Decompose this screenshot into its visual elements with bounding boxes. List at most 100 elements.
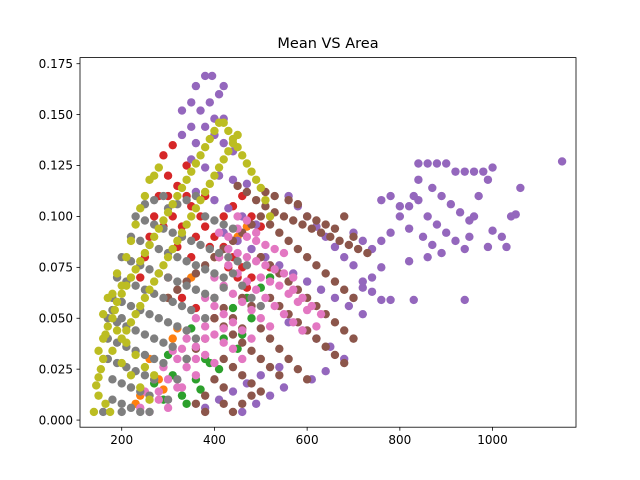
data-point xyxy=(154,163,163,172)
data-point xyxy=(163,252,173,262)
data-point xyxy=(340,252,349,262)
data-point xyxy=(210,375,219,384)
data-point xyxy=(117,358,126,368)
data-point xyxy=(256,324,265,333)
data-point xyxy=(275,228,284,237)
data-point xyxy=(265,277,275,286)
data-point xyxy=(131,265,140,274)
data-point xyxy=(228,318,238,327)
data-point xyxy=(270,191,279,201)
data-point xyxy=(219,309,228,319)
data-point xyxy=(112,269,122,278)
data-point xyxy=(200,163,210,172)
data-point xyxy=(284,236,293,246)
data-point xyxy=(145,265,154,274)
data-point xyxy=(136,257,145,266)
data-point xyxy=(307,224,316,233)
data-point xyxy=(386,295,395,305)
data-point xyxy=(330,242,340,252)
data-point xyxy=(265,391,275,400)
data-point xyxy=(451,236,460,246)
data-point xyxy=(117,407,126,417)
data-point xyxy=(131,281,140,290)
data-point xyxy=(89,407,99,417)
data-point xyxy=(261,261,270,270)
x-tick-label: 200 xyxy=(110,433,133,447)
data-point xyxy=(168,244,177,254)
data-point xyxy=(214,228,224,237)
data-point xyxy=(149,195,159,205)
data-point xyxy=(149,334,159,343)
data-point xyxy=(196,240,205,250)
data-point xyxy=(312,322,321,331)
data-point xyxy=(219,399,228,408)
data-point xyxy=(92,381,101,390)
data-point xyxy=(140,216,150,225)
data-point xyxy=(228,344,238,353)
data-point xyxy=(228,224,238,233)
data-point xyxy=(479,167,488,176)
data-point xyxy=(251,257,261,266)
data-point xyxy=(163,171,173,180)
data-point xyxy=(442,159,451,168)
data-point xyxy=(149,371,159,380)
data-point xyxy=(242,252,252,262)
data-point xyxy=(330,293,340,303)
data-point xyxy=(293,364,303,374)
data-point xyxy=(367,287,377,296)
data-point xyxy=(219,338,228,347)
data-point xyxy=(353,244,363,254)
data-point xyxy=(136,407,145,417)
data-point xyxy=(108,375,117,384)
data-point xyxy=(182,334,191,343)
data-point xyxy=(177,130,187,140)
data-point xyxy=(557,157,567,166)
data-point xyxy=(154,269,163,278)
data-point xyxy=(228,303,238,313)
data-point xyxy=(344,240,354,250)
data-point xyxy=(154,224,163,233)
data-point xyxy=(145,240,154,250)
data-point xyxy=(224,252,233,262)
data-point xyxy=(136,301,145,311)
data-point xyxy=(159,216,168,225)
data-point xyxy=(316,309,326,319)
data-point xyxy=(302,252,312,262)
data-point xyxy=(191,204,201,213)
data-point xyxy=(182,281,191,290)
data-point xyxy=(182,175,191,184)
data-point xyxy=(414,175,423,184)
data-point xyxy=(409,295,418,305)
data-point xyxy=(326,232,335,241)
data-point xyxy=(200,212,210,221)
data-point xyxy=(247,346,256,356)
data-point xyxy=(131,350,140,360)
data-point xyxy=(126,383,136,392)
data-point xyxy=(163,403,173,413)
data-point xyxy=(293,297,303,307)
data-point xyxy=(103,322,113,331)
data-point xyxy=(247,391,256,400)
data-point xyxy=(219,155,228,164)
data-point xyxy=(256,273,265,282)
data-point xyxy=(168,200,177,209)
data-point xyxy=(94,391,103,400)
data-point xyxy=(312,216,321,225)
data-point xyxy=(349,261,358,270)
data-point xyxy=(377,195,386,205)
data-point xyxy=(187,98,196,107)
data-point xyxy=(377,263,386,272)
data-point xyxy=(460,167,469,176)
data-point xyxy=(442,228,451,237)
data-point xyxy=(238,338,247,347)
data-point xyxy=(98,354,108,364)
data-point xyxy=(261,202,270,211)
data-point xyxy=(265,220,275,229)
data-point xyxy=(117,314,126,323)
data-point xyxy=(145,395,154,404)
data-point xyxy=(177,183,187,193)
data-point xyxy=(395,212,405,221)
data-point xyxy=(275,281,284,290)
data-point xyxy=(117,281,126,290)
data-point xyxy=(289,318,298,327)
